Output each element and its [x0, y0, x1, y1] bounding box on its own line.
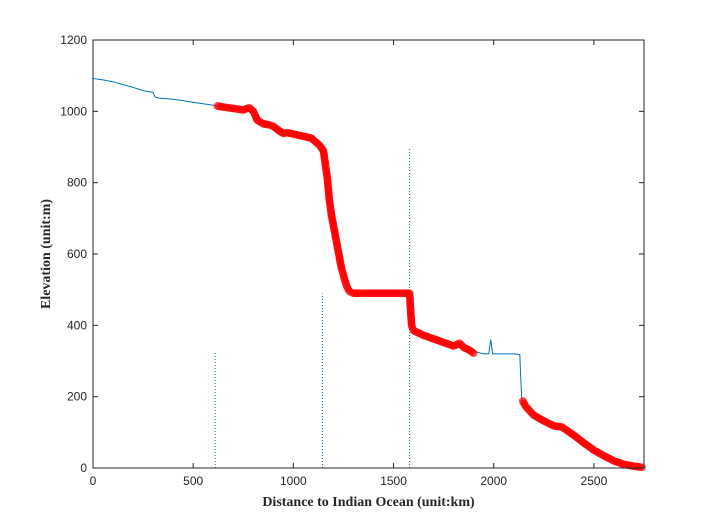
- y-tick-label: 0: [80, 461, 87, 475]
- highlight-marker: [638, 463, 646, 472]
- highlight-marker: [469, 349, 478, 358]
- x-tick-label: 500: [183, 474, 203, 488]
- y-tick-label: 1200: [60, 33, 87, 47]
- x-axis-ticks: 0 500 1000 1500 2000 2500: [90, 40, 608, 488]
- x-tick-label: 2500: [581, 474, 608, 488]
- highlight-markers: [213, 102, 646, 472]
- y-tick-label: 1000: [60, 104, 87, 118]
- elevation-profile-line: [92, 78, 643, 468]
- y-tick-label: 800: [67, 176, 87, 190]
- y-axis-ticks: 0 200 400 600 800 1000 1200: [60, 33, 644, 475]
- y-tick-label: 600: [67, 247, 87, 261]
- x-tick-label: 2000: [480, 474, 507, 488]
- plot-area: [92, 78, 646, 472]
- y-axis-title: Elevation (unit:m): [39, 199, 54, 309]
- x-tick-label: 0: [90, 474, 97, 488]
- y-tick-label: 400: [67, 318, 87, 332]
- axes-box: [92, 39, 645, 469]
- x-tick-label: 1000: [280, 474, 307, 488]
- y-tick-label: 200: [67, 390, 87, 404]
- x-tick-label: 1500: [380, 474, 407, 488]
- x-axis-title: Distance to Indian Ocean (unit:km): [262, 495, 475, 510]
